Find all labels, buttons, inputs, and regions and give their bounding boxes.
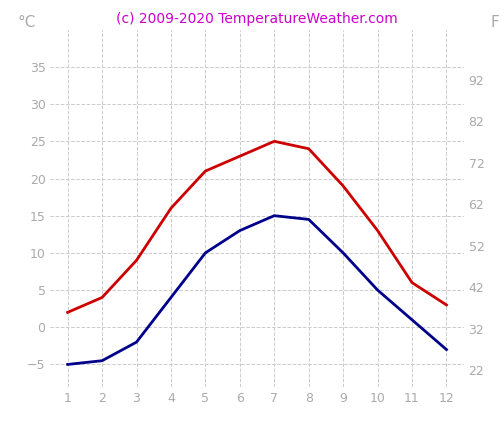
Title: (c) 2009-2020 TemperatureWeather.com: (c) 2009-2020 TemperatureWeather.com [116,12,398,26]
Text: F: F [490,15,499,30]
Text: °C: °C [17,15,36,30]
